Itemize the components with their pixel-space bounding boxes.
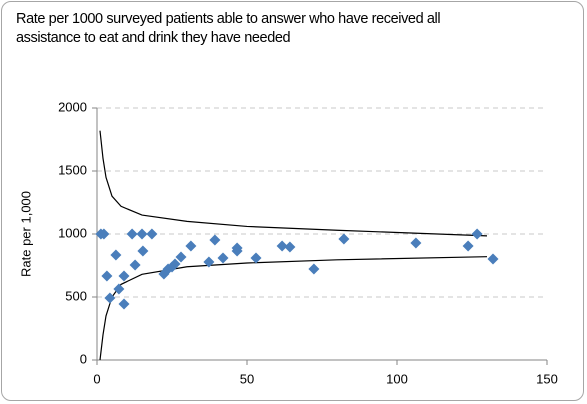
x-tick-label: 0 bbox=[93, 371, 100, 386]
data-point bbox=[175, 251, 187, 263]
y-tick-label: 500 bbox=[65, 288, 87, 303]
data-point bbox=[338, 233, 350, 245]
data-point bbox=[129, 259, 141, 271]
y-tick-label: 2000 bbox=[58, 99, 87, 114]
chart-title: Rate per 1000 surveyed patients able to … bbox=[16, 11, 441, 46]
data-point bbox=[146, 228, 158, 240]
data-point bbox=[137, 245, 149, 257]
data-point bbox=[104, 292, 116, 304]
data-point bbox=[209, 234, 221, 246]
data-point bbox=[231, 245, 243, 257]
y-tick-label: 0 bbox=[80, 351, 87, 366]
data-point bbox=[110, 249, 122, 261]
data-point bbox=[169, 258, 181, 270]
data-point bbox=[250, 252, 262, 264]
data-point bbox=[185, 240, 197, 252]
y-tick-label: 1000 bbox=[58, 225, 87, 240]
data-point bbox=[487, 253, 499, 265]
data-point bbox=[136, 228, 148, 240]
data-point bbox=[471, 228, 483, 240]
data-point bbox=[98, 228, 110, 240]
data-point bbox=[118, 270, 130, 282]
data-point bbox=[203, 256, 215, 268]
control-limit-line bbox=[99, 130, 488, 237]
data-point bbox=[126, 228, 138, 240]
x-tick-label: 150 bbox=[536, 371, 558, 386]
data-point bbox=[410, 237, 422, 249]
data-point bbox=[276, 240, 288, 252]
x-tick-label: 100 bbox=[386, 371, 408, 386]
y-axis-label: Rate per 1,000 bbox=[18, 191, 33, 277]
data-point bbox=[462, 240, 474, 252]
data-point bbox=[113, 283, 125, 295]
data-point bbox=[101, 270, 113, 282]
data-point bbox=[308, 263, 320, 275]
y-tick-label: 1500 bbox=[58, 162, 87, 177]
x-tick-label: 50 bbox=[240, 371, 254, 386]
control-limit-line bbox=[99, 256, 488, 361]
data-point bbox=[118, 298, 130, 310]
data-point bbox=[217, 252, 229, 264]
data-point bbox=[284, 241, 296, 253]
